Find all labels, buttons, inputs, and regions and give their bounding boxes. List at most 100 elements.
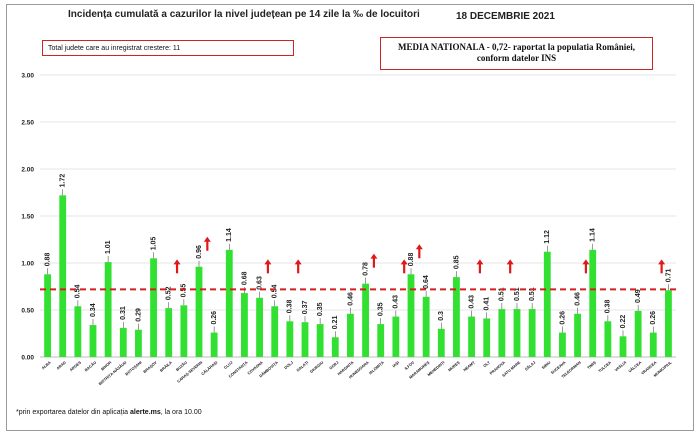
data-label: 0.54: [272, 285, 279, 299]
national-average-box: MEDIA NATIONALA - 0,72- raportat la popu…: [380, 37, 653, 70]
bar: [589, 249, 597, 357]
increase-arrow-icon: [415, 244, 423, 250]
bar: [619, 336, 627, 357]
x-tick-label: TIMIȘ: [587, 360, 598, 370]
data-label: 0.22: [620, 315, 627, 329]
bar: [89, 325, 97, 357]
data-label: 0.37: [302, 300, 309, 314]
bar: [528, 309, 536, 357]
data-label: 0.55: [181, 284, 188, 298]
data-label: 1.14: [590, 228, 597, 242]
x-tick-label: SIBIU: [541, 360, 552, 370]
bar: [422, 296, 430, 357]
bar: [195, 266, 203, 357]
data-label: 1.01: [105, 240, 112, 254]
data-label: 0.68: [241, 271, 248, 285]
y-tick-label: 2.00: [21, 167, 34, 174]
data-label: 0.85: [453, 255, 460, 269]
data-label: 1.12: [544, 230, 551, 244]
y-tick-label: 0.00: [21, 355, 34, 362]
bar: [316, 324, 324, 357]
bar: [59, 195, 67, 357]
data-label: 0.26: [559, 311, 566, 325]
data-label: 1.72: [60, 174, 67, 188]
bar: [347, 313, 354, 357]
national-average-line1: MEDIA NATIONALA - 0,72- raportat la popu…: [397, 42, 636, 52]
increase-arrow-icon: [582, 259, 590, 265]
x-tick-label: BUZĂU: [175, 360, 189, 373]
x-tick-label: ARAD: [56, 360, 67, 370]
bar: [74, 306, 82, 357]
data-label: 0.35: [378, 302, 385, 316]
x-tick-label: CĂLĂRAȘI: [200, 360, 218, 376]
bar: [498, 309, 506, 357]
x-tick-label: IAȘI: [392, 361, 400, 369]
bar: [256, 297, 263, 357]
bar: [225, 249, 233, 357]
bar: [301, 322, 309, 357]
increase-arrow-icon: [173, 259, 181, 265]
data-label: 0.41: [484, 297, 491, 311]
x-tick-label: NEAMȚ: [463, 360, 476, 372]
x-tick-label: CLUJ: [223, 361, 233, 370]
increase-arrow-icon: [370, 253, 378, 259]
x-tick-label: BIHOR: [100, 360, 112, 371]
x-tick-label: BRAȘOV: [143, 360, 158, 374]
data-label: 1.14: [226, 228, 233, 242]
bar: [210, 332, 218, 357]
data-label: 0.35: [317, 302, 324, 316]
bar: [559, 332, 566, 357]
x-tick-label: BISTRIȚA-NĂSĂUD: [97, 360, 127, 387]
data-label: 0.38: [605, 300, 612, 314]
x-tick-label: SĂLAJ: [524, 360, 537, 372]
data-label: 0.43: [468, 295, 475, 309]
x-tick-label: OLT: [483, 360, 492, 368]
x-tick-label: BACĂU: [83, 360, 97, 373]
bar: [437, 328, 445, 357]
data-label: 0.96: [196, 245, 203, 259]
x-tick-label: TULCEA: [598, 360, 613, 373]
bar: [665, 290, 672, 357]
bar: [362, 283, 369, 357]
data-label: 0.21: [332, 316, 339, 330]
data-label: 0.63: [256, 276, 263, 290]
bar: [453, 277, 460, 357]
bar: [271, 306, 279, 357]
x-tick-label: GALAȚI: [296, 361, 309, 373]
data-label: 0.52: [166, 286, 173, 300]
y-tick-label: 0.50: [21, 308, 34, 315]
data-label: 0.88: [408, 253, 415, 267]
x-tick-label: GIURGIU: [309, 360, 324, 374]
data-label: 0.51: [499, 287, 506, 301]
y-tick-label: 1.50: [21, 214, 34, 221]
x-tick-label: DOLJ: [284, 361, 294, 371]
bar: [119, 327, 127, 357]
footnote-prefix: *prin exportarea datelor din aplicația: [16, 409, 131, 416]
data-label: 0.26: [650, 311, 657, 325]
bar: [104, 262, 112, 357]
increase-arrow-icon: [476, 259, 484, 265]
bar: [513, 309, 521, 357]
bar: [543, 251, 551, 357]
y-tick-label: 1.00: [21, 261, 34, 268]
data-label: 0.71: [665, 269, 672, 283]
increase-arrow-icon: [203, 236, 211, 242]
bar: [604, 321, 612, 357]
total-counties-box: Total judete care au inregistrat crester…: [42, 40, 294, 56]
data-label: 0.34: [90, 303, 97, 317]
data-label: 0.88: [44, 253, 51, 267]
x-tick-label: VASLUI: [614, 361, 627, 373]
x-tick-label: MUREȘ: [448, 360, 461, 372]
data-label: 0.51: [529, 287, 536, 301]
bar: [634, 310, 642, 357]
bar: [165, 308, 173, 357]
x-tick-label: BOTOȘANI: [125, 361, 143, 377]
footnote-app: alerte.ms: [130, 409, 161, 416]
data-label: 0.46: [347, 292, 354, 306]
bar: [44, 274, 51, 357]
data-label: 0.3: [438, 311, 445, 321]
national-average-line2: conform datelor INS: [476, 53, 557, 63]
bar: [649, 332, 657, 357]
increase-arrow-icon: [506, 259, 514, 265]
data-label: 0.29: [135, 308, 142, 322]
